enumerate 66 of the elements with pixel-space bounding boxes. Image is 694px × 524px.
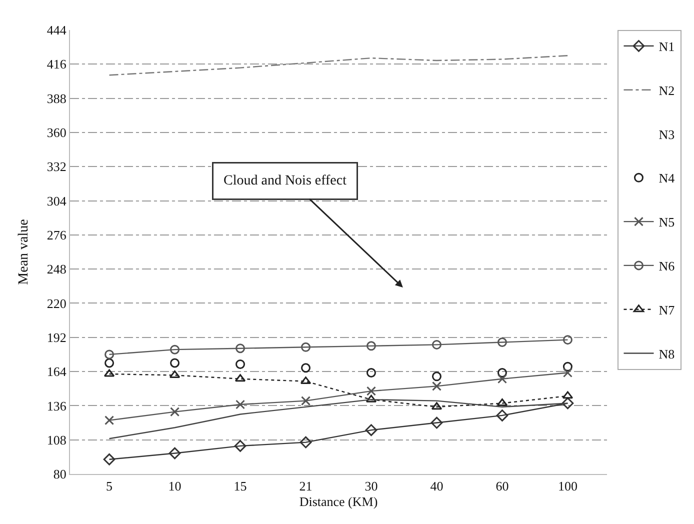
y-tick-label: 416	[46, 56, 67, 72]
point	[236, 344, 246, 354]
point	[104, 350, 114, 360]
x-tick-label: 40	[430, 478, 444, 494]
y-tick-label: 304	[46, 193, 67, 208]
x-tick-label: 30	[364, 478, 378, 494]
point	[170, 344, 180, 354]
point	[562, 335, 572, 345]
point	[496, 410, 508, 422]
legend-label: N1	[658, 39, 675, 54]
point	[234, 440, 246, 452]
y-tick-label: 220	[46, 296, 66, 311]
y-tick-label: 136	[46, 398, 67, 414]
point	[432, 340, 442, 350]
point	[365, 424, 378, 436]
x-tick-label: 21	[299, 478, 312, 494]
point	[562, 368, 572, 378]
legend-label: N6	[658, 258, 676, 274]
legend-label: N8	[658, 346, 675, 362]
point	[366, 368, 376, 378]
y-tick-label: 276	[46, 227, 67, 242]
legend-label: N2	[658, 82, 675, 98]
point	[301, 363, 311, 373]
annotation: Cloud and Nois effect	[224, 174, 347, 188]
point	[366, 341, 376, 351]
x-tick-label: 10	[168, 478, 182, 494]
legend-label: N4	[658, 170, 676, 186]
y-tick-label: 164	[46, 364, 67, 380]
y-tick-label: 360	[46, 125, 66, 140]
y-tick-label: 80	[53, 466, 66, 482]
point	[300, 436, 312, 448]
point	[301, 396, 311, 406]
text: N3	[658, 126, 675, 142]
point	[430, 416, 443, 429]
point	[497, 368, 507, 378]
point	[497, 374, 507, 384]
y-axis-title: Mean value	[16, 219, 32, 285]
y-tick-label: 248	[46, 262, 66, 277]
point	[168, 447, 181, 460]
point	[562, 362, 572, 372]
x-tick-label: 5	[106, 478, 113, 494]
point	[104, 358, 114, 368]
y-tick-label: 332	[46, 159, 66, 174]
x-tick-label: 15	[234, 478, 247, 494]
point	[562, 397, 574, 410]
point	[236, 400, 246, 410]
point	[432, 372, 442, 382]
legend-label: N7	[658, 302, 676, 318]
y-tick-label: 444	[46, 22, 67, 38]
point	[301, 342, 311, 352]
legend-label: N5	[658, 214, 675, 230]
point	[236, 359, 246, 369]
x-tick-label: 60	[496, 478, 509, 494]
x-tick-label: 100	[558, 478, 578, 494]
point	[103, 453, 116, 466]
point	[170, 358, 180, 368]
point	[432, 381, 442, 391]
point	[497, 338, 507, 348]
y-tick-label: 192	[46, 330, 66, 345]
y-tick-label: 388	[46, 90, 66, 106]
point	[366, 386, 376, 396]
point	[104, 416, 114, 426]
x-axis-title: Distance (KM)	[299, 494, 378, 510]
y-tick-label: 108	[46, 432, 66, 448]
line-series	[108, 55, 568, 76]
point	[170, 407, 180, 417]
